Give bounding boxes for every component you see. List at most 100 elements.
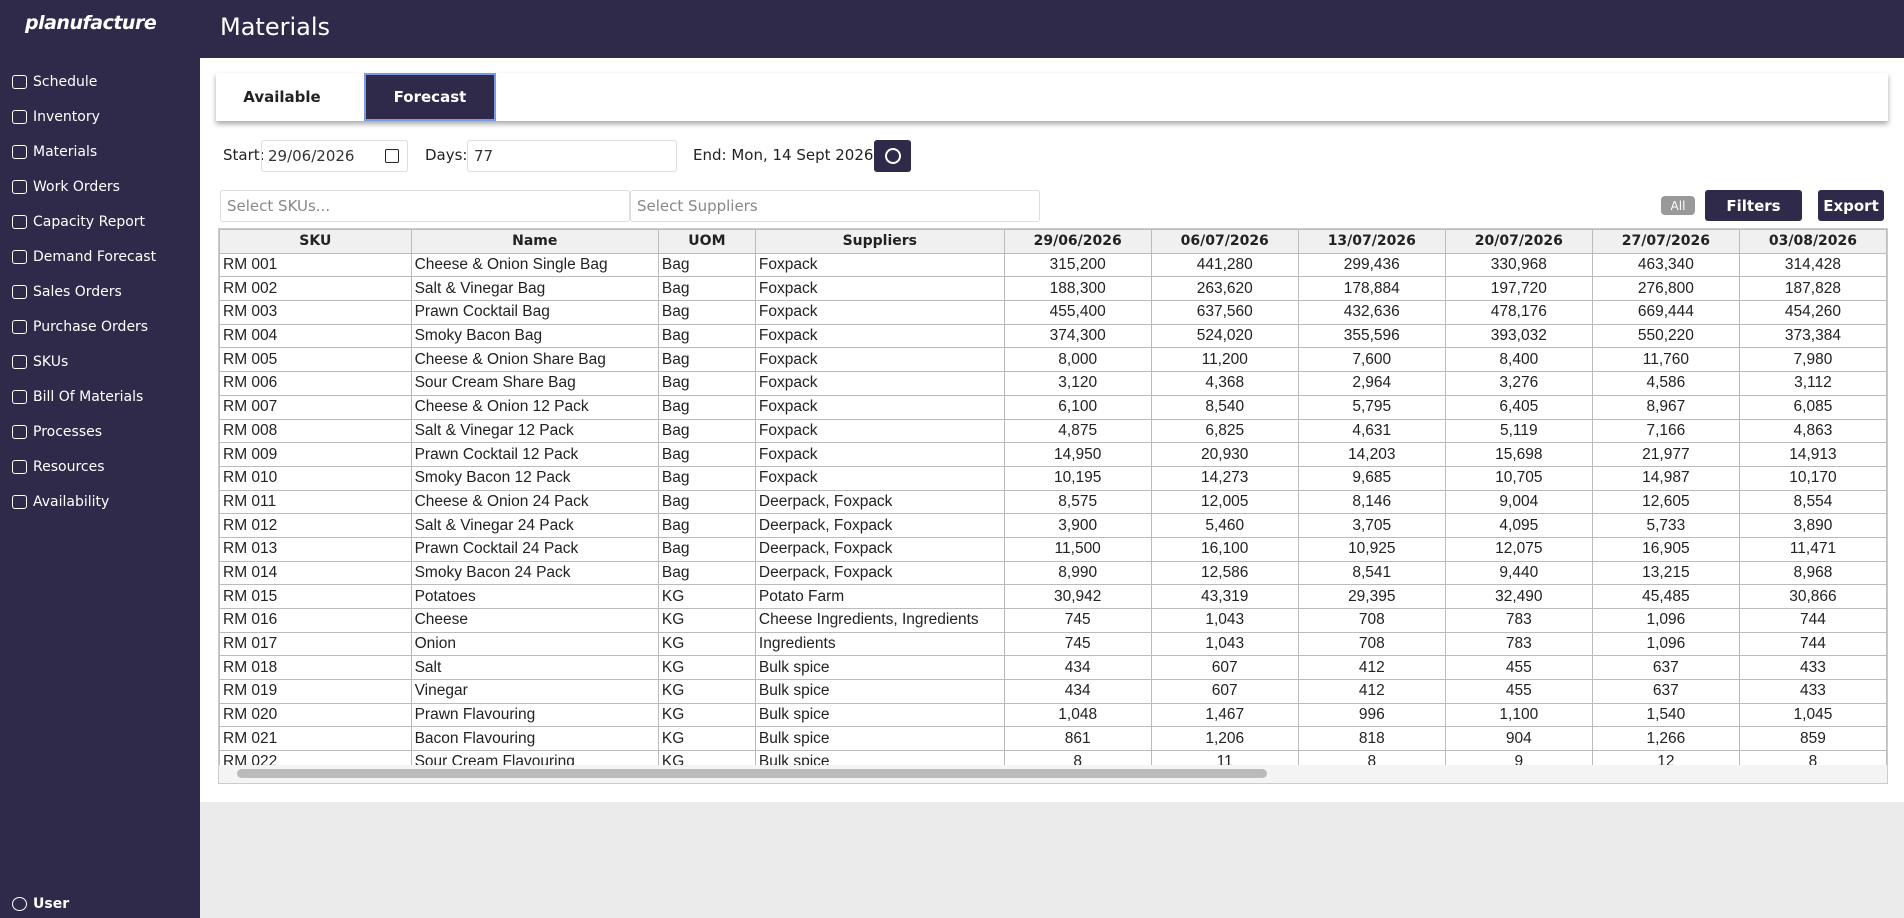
table-cell: Deerpack, Foxpack [754, 560, 1005, 586]
column-header[interactable]: 27/07/2026 [1591, 229, 1740, 254]
table-cell: 3,120 [1003, 371, 1152, 396]
table-cell: Foxpack [754, 418, 1005, 444]
table-cell: RM 019 [219, 679, 412, 704]
table-cell: 30,866 [1738, 584, 1887, 609]
nav-icon [12, 74, 27, 89]
table-cell: 314,428 [1738, 252, 1887, 278]
nav-icon [12, 389, 27, 404]
table-cell: 412 [1297, 679, 1446, 704]
table-cell: 16,905 [1591, 536, 1740, 562]
nav-item[interactable]: Work Orders [0, 169, 200, 204]
column-header[interactable]: UOM [657, 229, 756, 254]
nav-item[interactable]: Processes [0, 414, 200, 449]
table-cell: KG [657, 608, 756, 633]
table-cell: 4,368 [1150, 371, 1299, 396]
supplier-select[interactable]: Select Suppliers [630, 190, 1040, 222]
table-cell: 393,032 [1444, 323, 1593, 349]
table-cell: 14,987 [1591, 465, 1740, 491]
table-cell: 4,875 [1003, 418, 1152, 444]
filters-label: Filters [1726, 196, 1781, 215]
tab[interactable]: Available [243, 88, 321, 106]
days-input[interactable]: 77 [467, 140, 677, 172]
nav-label: Purchase Orders [33, 318, 149, 335]
nav-item[interactable]: Schedule [0, 64, 200, 99]
table-cell: Bacon Flavouring [410, 726, 659, 752]
table-cell: 10,195 [1003, 465, 1152, 491]
column-header[interactable]: Name [410, 229, 659, 254]
table-cell: 708 [1297, 608, 1446, 633]
table-cell: 637,560 [1150, 300, 1299, 325]
column-header[interactable]: 29/06/2026 [1003, 229, 1152, 254]
table-cell: Potatoes [410, 584, 659, 609]
start-input[interactable]: 29/06/2026 [261, 140, 408, 172]
table-row: RM 014 Smoky Bacon 24 Pack Bag Deerpack, Fo… [219, 560, 1887, 586]
table-cell: Foxpack [754, 300, 1005, 325]
scrollbar[interactable] [219, 765, 1887, 783]
nav-item[interactable]: SKUs [0, 344, 200, 379]
nav-item[interactable]: Availability [0, 484, 200, 519]
table-cell: 1,540 [1591, 702, 1740, 728]
table-cell: 745 [1003, 631, 1152, 657]
table-cell: 10,705 [1444, 465, 1593, 491]
table-cell: KG [657, 702, 756, 728]
apply-button[interactable] [874, 140, 911, 172]
export-button[interactable]: Export [1818, 190, 1884, 221]
column-header[interactable]: 06/07/2026 [1150, 229, 1299, 254]
nav-item[interactable]: Inventory [0, 99, 200, 134]
table-cell: RM 007 [219, 394, 412, 420]
sidebar: planufacture Schedule Inventory Materials W… [0, 0, 200, 918]
table-cell: 9,004 [1444, 489, 1593, 515]
nav-icon [12, 494, 27, 509]
table-cell: 299,436 [1297, 252, 1446, 278]
table-cell: 708 [1297, 631, 1446, 657]
tab-active[interactable]: Forecast [364, 73, 496, 121]
column-header[interactable]: 13/07/2026 [1297, 229, 1446, 254]
nav-item[interactable]: Purchase Orders [0, 309, 200, 344]
table-container: SKU Name UOM Suppliers 29/06/2026 06/07/2026 1… [218, 228, 1888, 784]
sku-select[interactable]: Select SKUs... [220, 190, 630, 222]
table-cell: 9,685 [1297, 465, 1446, 491]
table-cell: 263,620 [1150, 276, 1299, 302]
table-row: RM 009 Prawn Cocktail 12 Pack Bag Foxpack 14… [219, 442, 1887, 467]
user-menu[interactable]: User [12, 896, 69, 912]
table-cell: Bulk spice [754, 655, 1005, 681]
table-cell: 5,119 [1444, 418, 1593, 444]
table-cell: Deerpack, Foxpack [754, 489, 1005, 515]
column-header[interactable]: 03/08/2026 [1738, 229, 1887, 254]
nav-label: Capacity Report [33, 213, 146, 230]
table-cell: 11,471 [1738, 536, 1887, 562]
nav-item[interactable]: Sales Orders [0, 274, 200, 309]
user-label: User [33, 896, 70, 912]
all-badge[interactable]: All [1661, 196, 1695, 215]
filters-button[interactable]: Filters [1705, 190, 1802, 221]
table-cell: 12,586 [1150, 560, 1299, 586]
table-cell: 12,075 [1444, 536, 1593, 562]
table-cell: 904 [1444, 726, 1593, 752]
column-header[interactable]: Suppliers [754, 229, 1005, 254]
nav-item[interactable]: Capacity Report [0, 204, 200, 239]
column-header[interactable]: SKU [219, 229, 412, 254]
nav-label: Sales Orders [33, 283, 122, 300]
table-cell: Bag [657, 536, 756, 562]
nav-item[interactable]: Resources [0, 449, 200, 484]
nav-item[interactable]: Demand Forecast [0, 239, 200, 274]
table-cell: Smoky Bacon 12 Pack [410, 465, 659, 491]
table-row: RM 003 Prawn Cocktail Bag Bag Foxpack 455,40… [219, 300, 1887, 325]
logo[interactable]: planufacture [25, 12, 157, 34]
scroll-thumb[interactable] [237, 769, 1267, 778]
table-cell: 8,000 [1003, 347, 1152, 373]
table-cell: 16,100 [1150, 536, 1299, 562]
table-cell: 4,631 [1297, 418, 1446, 444]
nav-item[interactable]: Bill Of Materials [0, 379, 200, 414]
nav-label: Demand Forecast [33, 248, 157, 265]
table-cell: 14,950 [1003, 442, 1152, 467]
table-cell: 861 [1003, 726, 1152, 752]
table-cell: 1,043 [1150, 608, 1299, 633]
nav-item[interactable]: Materials [0, 134, 200, 169]
table-cell: 11,200 [1150, 347, 1299, 373]
table-cell: RM 013 [219, 536, 412, 562]
table-cell: 455 [1444, 655, 1593, 681]
table-cell: 434 [1003, 679, 1152, 704]
column-header[interactable]: 20/07/2026 [1444, 229, 1593, 254]
table-cell: 637 [1591, 655, 1740, 681]
